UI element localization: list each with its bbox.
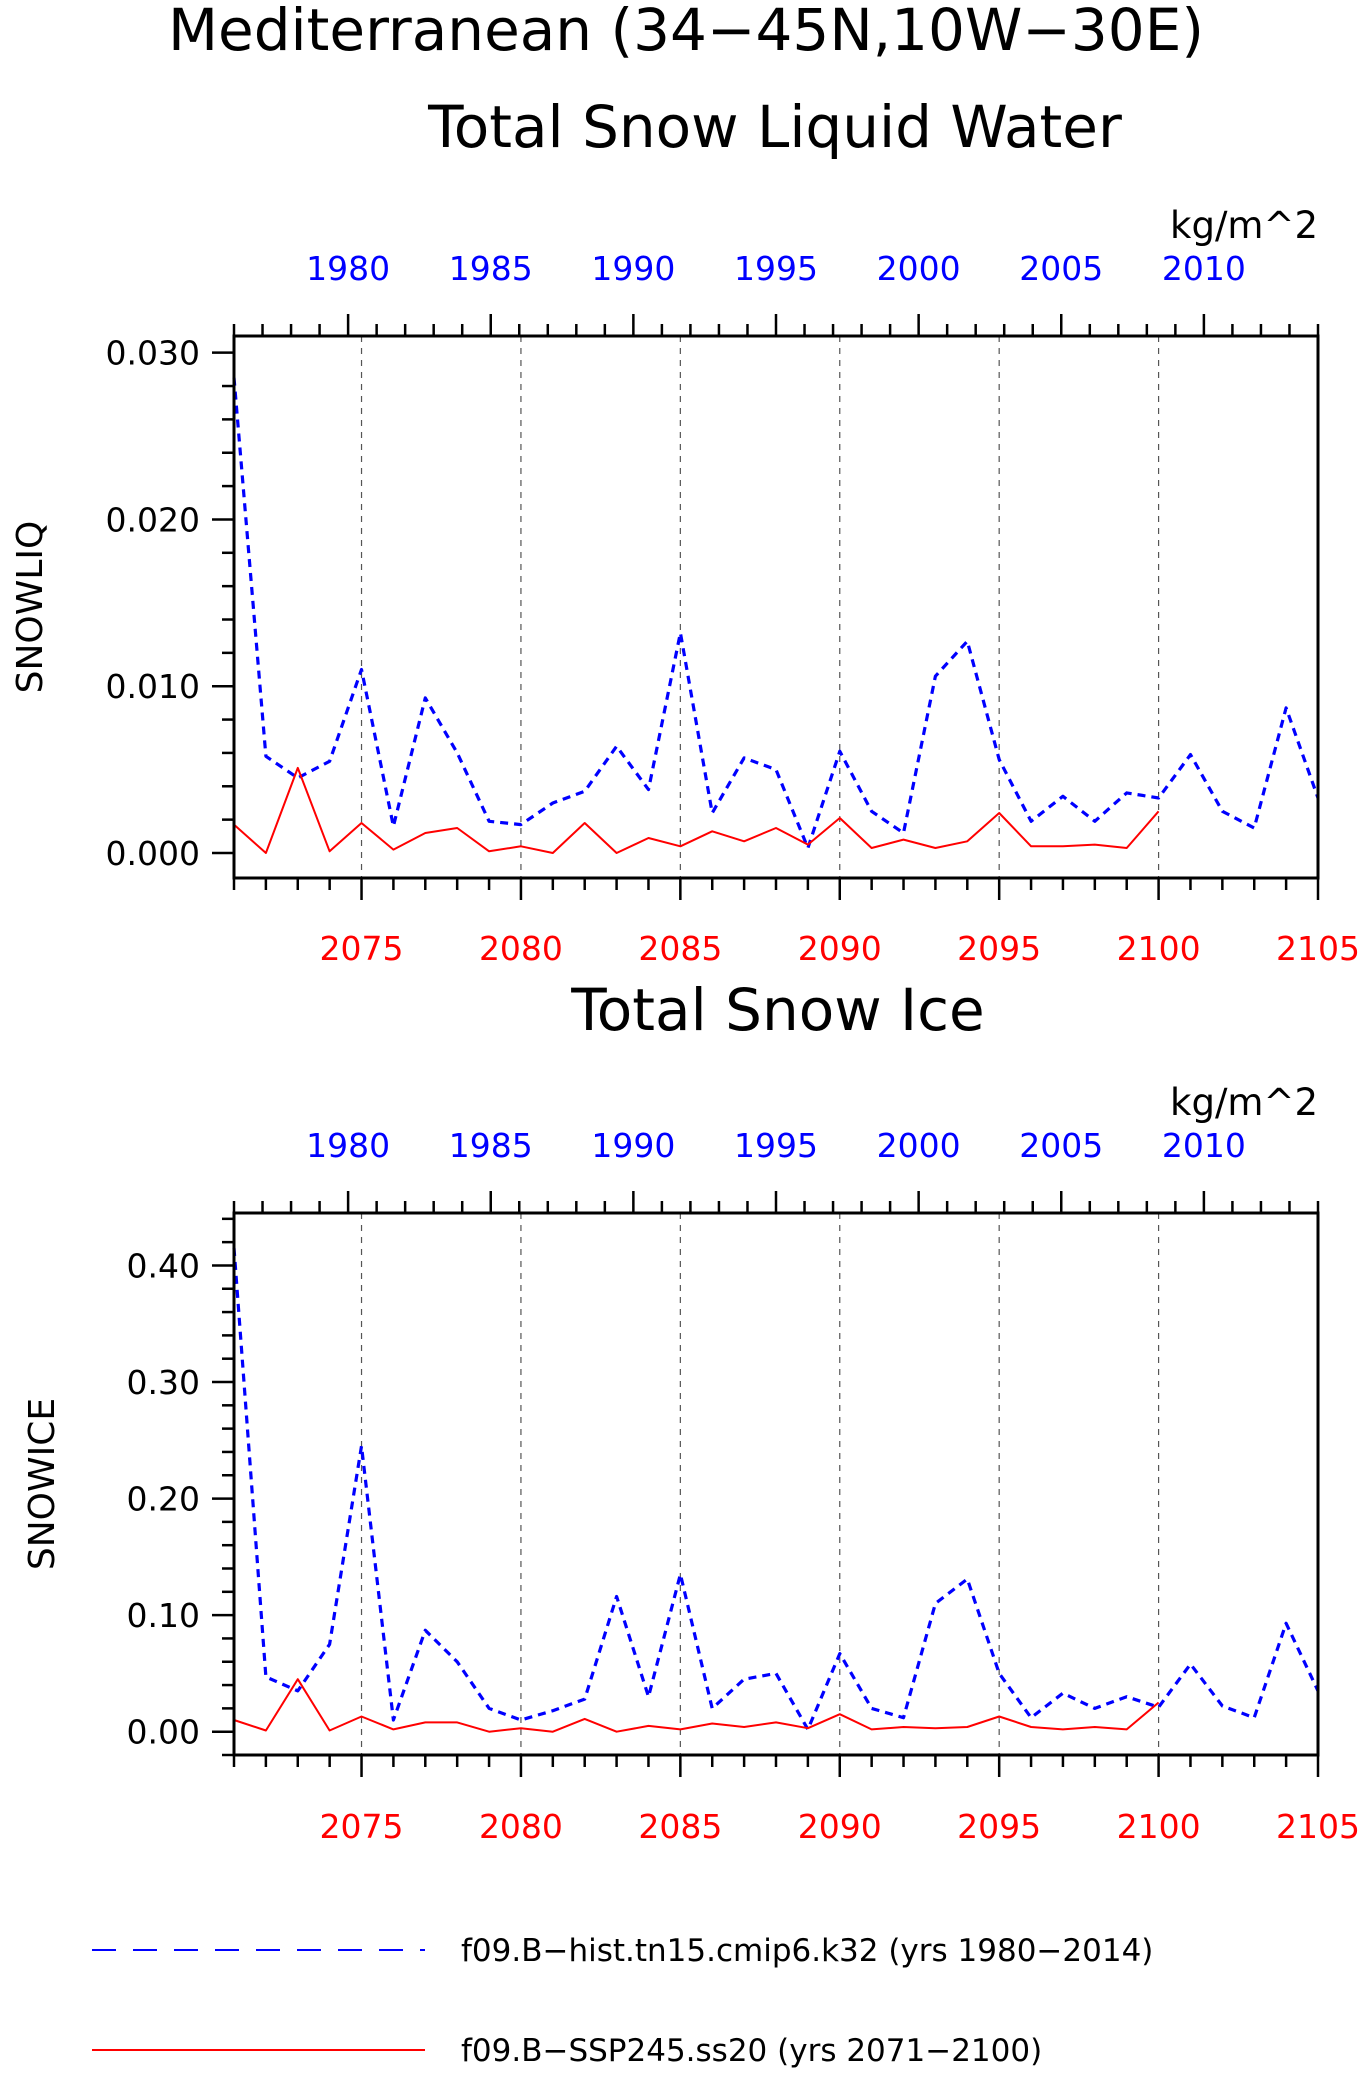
units-label: kg/m^2 — [1170, 1081, 1318, 1124]
y-tick-label: 0.020 — [106, 500, 200, 539]
ssp-series-line — [233, 766, 1160, 854]
x-tick-label: 2105 — [1276, 929, 1360, 968]
y-tick-label: 0.030 — [106, 334, 200, 373]
hist-series-line — [232, 1247, 1320, 1732]
top-tick-label: 1980 — [306, 249, 390, 288]
panel1-title: Total Snow Liquid Water — [427, 93, 1122, 161]
x-tick-label: 2100 — [1117, 1807, 1201, 1846]
ssp-series-line — [233, 1678, 1160, 1733]
x-tick-label: 2090 — [798, 1807, 882, 1846]
top-tick-label: 1980 — [306, 1126, 390, 1165]
x-tick-label: 2085 — [638, 1807, 722, 1846]
panel2-title: Total Snow Ice — [570, 976, 985, 1044]
snowice-chart: 2075 2080 2085 2090 2095 2100 2105 1980 1985 1990… — [22, 1081, 1360, 1846]
top-tick-label: 1990 — [591, 249, 675, 288]
top-tick-label: 1990 — [591, 1126, 675, 1165]
x-tick-label: 2095 — [957, 929, 1041, 968]
top-tick-label: 1985 — [449, 249, 533, 288]
x-tick-label: 2080 — [479, 1807, 563, 1846]
y-axis-label: SNOWLIQ — [10, 521, 51, 694]
y-tick-label: 0.10 — [127, 1596, 200, 1635]
legend: f09.B−hist.tn15.cmip6.k32 (yrs 1980−2014… — [92, 1933, 1153, 2069]
top-tick-label: 1985 — [449, 1126, 533, 1165]
y-axis-label: SNOWICE — [22, 1398, 63, 1570]
units-label: kg/m^2 — [1170, 204, 1318, 247]
top-tick-label: 2005 — [1019, 1126, 1103, 1165]
x-tick-label: 2090 — [798, 929, 882, 968]
x-tick-label: 2095 — [957, 1807, 1041, 1846]
x-tick-label: 2105 — [1276, 1807, 1360, 1846]
y-tick-label: 0.010 — [106, 667, 200, 706]
top-tick-label: 1995 — [734, 1126, 818, 1165]
snowliq-chart: 2075 2080 2085 2090 2095 2100 2105 1980 1985 1990… — [10, 204, 1360, 968]
x-tick-label: 2100 — [1117, 929, 1201, 968]
y-tick-label: 0.30 — [127, 1363, 200, 1402]
x-tick-label: 2075 — [320, 1807, 404, 1846]
top-tick-label: 1995 — [734, 249, 818, 288]
top-tick-label: 2000 — [877, 249, 961, 288]
top-tick-label: 2000 — [877, 1126, 961, 1165]
hist-series-line — [232, 377, 1320, 850]
y-tick-label: 0.40 — [127, 1246, 200, 1285]
figure-title: Mediterranean (34−45N,10W−30E) — [168, 0, 1204, 64]
legend-hist-label: f09.B−hist.tn15.cmip6.k32 (yrs 1980−2014… — [461, 1933, 1153, 1969]
y-tick-label: 0.00 — [127, 1713, 200, 1752]
y-tick-label: 0.000 — [106, 834, 200, 873]
top-tick-label: 2010 — [1162, 249, 1246, 288]
top-tick-label: 2005 — [1019, 249, 1103, 288]
top-tick-label: 2010 — [1162, 1126, 1246, 1165]
x-tick-label: 2085 — [638, 929, 722, 968]
y-tick-label: 0.20 — [127, 1480, 200, 1519]
x-tick-label: 2075 — [320, 929, 404, 968]
x-tick-label: 2080 — [479, 929, 563, 968]
legend-ssp-label: f09.B−SSP245.ss20 (yrs 2071−2100) — [461, 2033, 1042, 2069]
